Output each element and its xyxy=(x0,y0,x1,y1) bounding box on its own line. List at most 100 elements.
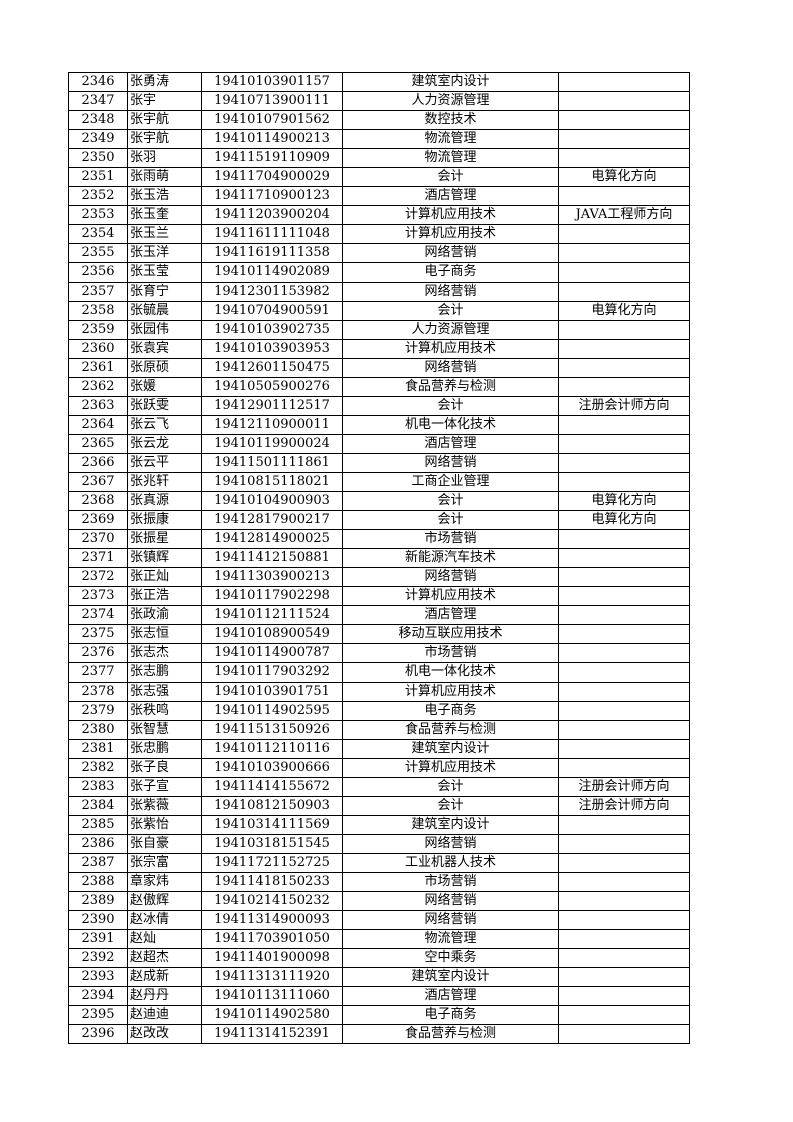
table-row: 2355 张玉洋 19411619111358 网络营销 xyxy=(68,243,690,264)
specialization-note-cell xyxy=(558,719,690,740)
student-id-cell: 19412901112517 xyxy=(201,395,343,416)
student-name-cell: 张真源 xyxy=(127,491,202,512)
specialization-note-cell xyxy=(558,1005,690,1026)
major-cell: 网络营销 xyxy=(342,891,559,912)
row-number-cell: 2386 xyxy=(68,833,128,854)
student-name-cell: 张振康 xyxy=(127,510,202,531)
specialization-note-cell xyxy=(558,548,690,569)
student-id-cell: 19410103901157 xyxy=(201,71,343,93)
table-row: 2379 张秩鸣 19410114902595 电子商务 xyxy=(68,700,690,721)
student-name-cell: 赵迪迪 xyxy=(127,1005,202,1026)
student-id-cell: 19410114902089 xyxy=(201,262,343,283)
table-row: 2393 赵成新 19411313111920 建筑室内设计 xyxy=(68,967,690,988)
major-cell: 会计 xyxy=(342,510,559,531)
student-name-cell: 张玉浩 xyxy=(127,186,202,207)
student-id-cell: 19411501111861 xyxy=(201,452,343,473)
student-id-cell: 19410112110116 xyxy=(201,738,343,759)
major-cell: 计算机应用技术 xyxy=(342,586,559,607)
row-number-cell: 2376 xyxy=(68,643,128,664)
major-cell: 网络营销 xyxy=(342,243,559,264)
row-number-cell: 2378 xyxy=(68,681,128,702)
table-row: 2363 张跃雯 19412901112517 会计 注册会计师方向 xyxy=(68,395,690,416)
student-id-cell: 19411710900123 xyxy=(201,186,343,207)
table-row: 2358 张毓晨 19410704900591 会计 电算化方向 xyxy=(68,300,690,321)
student-name-cell: 赵冰倩 xyxy=(127,910,202,931)
specialization-note-cell xyxy=(558,643,690,664)
specialization-note-cell xyxy=(558,986,690,1007)
specialization-note-cell xyxy=(558,224,690,245)
row-number-cell: 2396 xyxy=(68,1024,128,1045)
major-cell: 网络营销 xyxy=(342,357,559,378)
specialization-note-cell xyxy=(558,414,690,435)
major-cell: 建筑室内设计 xyxy=(342,71,559,93)
row-number-cell: 2347 xyxy=(68,91,128,112)
row-number-cell: 2351 xyxy=(68,167,128,188)
specialization-note-cell: 注册会计师方向 xyxy=(558,795,690,816)
major-cell: 人力资源管理 xyxy=(342,319,559,340)
student-id-cell: 19410108900549 xyxy=(201,624,343,645)
student-id-cell: 19410114900213 xyxy=(201,129,343,150)
student-id-cell: 19411619111358 xyxy=(201,243,343,264)
specialization-note-cell xyxy=(558,91,690,112)
student-id-cell: 19412110900011 xyxy=(201,414,343,435)
row-number-cell: 2350 xyxy=(68,148,128,169)
row-number-cell: 2382 xyxy=(68,757,128,778)
major-cell: 会计 xyxy=(342,167,559,188)
table-row: 2349 张宇航 19410114900213 物流管理 xyxy=(68,129,690,150)
student-id-cell: 19410318151545 xyxy=(201,833,343,854)
student-id-cell: 19410103903953 xyxy=(201,338,343,359)
table-row: 2362 张媛 19410505900276 食品营养与检测 xyxy=(68,376,690,397)
table-row: 2389 赵傲辉 19410214150232 网络营销 xyxy=(68,891,690,912)
table-row: 2354 张玉兰 19411611111048 计算机应用技术 xyxy=(68,224,690,245)
table-row: 2377 张志鹏 19410117903292 机电一体化技术 xyxy=(68,662,690,683)
table-row: 2380 张智慧 19411513150926 食品营养与检测 xyxy=(68,719,690,740)
major-cell: 市场营销 xyxy=(342,871,559,893)
table-row: 2386 张自豪 19410318151545 网络营销 xyxy=(68,833,690,854)
row-number-cell: 2380 xyxy=(68,719,128,740)
row-number-cell: 2361 xyxy=(68,357,128,378)
student-name-cell: 张志杰 xyxy=(127,643,202,664)
table-row: 2364 张云飞 19412110900011 机电一体化技术 xyxy=(68,414,690,435)
row-number-cell: 2366 xyxy=(68,452,128,473)
student-name-cell: 张子宣 xyxy=(127,776,202,797)
student-name-cell: 张宇航 xyxy=(127,129,202,150)
specialization-note-cell xyxy=(558,662,690,683)
row-number-cell: 2377 xyxy=(68,662,128,683)
row-number-cell: 2362 xyxy=(68,376,128,397)
specialization-note-cell xyxy=(558,319,690,340)
specialization-note-cell: JAVA工程师方向 xyxy=(558,205,690,226)
specialization-note-cell xyxy=(558,833,690,854)
major-cell: 市场营销 xyxy=(342,529,559,550)
table-row: 2367 张兆轩 19410815118021 工商企业管理 xyxy=(68,471,690,493)
student-table: 2346 张勇涛 19410103901157 建筑室内设计 2347 张宇 1941071… xyxy=(68,71,690,1045)
major-cell: 会计 xyxy=(342,795,559,816)
table-row: 2383 张子宣 19411414155672 会计 注册会计师方向 xyxy=(68,776,690,797)
row-number-cell: 2369 xyxy=(68,510,128,531)
table-row: 2387 张宗富 19411721152725 工业机器人技术 xyxy=(68,852,690,873)
student-id-cell: 19412814900025 xyxy=(201,529,343,550)
row-number-cell: 2391 xyxy=(68,929,128,950)
student-table-body: 2346 张勇涛 19410103901157 建筑室内设计 2347 张宇 1941071… xyxy=(68,71,690,1045)
specialization-note-cell xyxy=(558,624,690,645)
table-row: 2352 张玉浩 19411710900123 酒店管理 xyxy=(68,186,690,207)
student-name-cell: 张玉奎 xyxy=(127,205,202,226)
table-row: 2353 张玉奎 19411203900204 计算机应用技术 JAVA工程师方向 xyxy=(68,205,690,226)
student-id-cell: 19410103900666 xyxy=(201,757,343,778)
student-id-cell: 19410103902735 xyxy=(201,319,343,340)
table-row: 2385 张紫怡 19410314111569 建筑室内设计 xyxy=(68,814,690,835)
specialization-note-cell: 电算化方向 xyxy=(558,167,690,188)
table-row: 2374 张政渝 19410112111524 酒店管理 xyxy=(68,605,690,626)
table-row: 2381 张忠鹏 19410112110116 建筑室内设计 xyxy=(68,738,690,759)
row-number-cell: 2383 xyxy=(68,776,128,797)
major-cell: 空中乘务 xyxy=(342,948,559,969)
row-number-cell: 2353 xyxy=(68,205,128,226)
student-id-cell: 19411414155672 xyxy=(201,776,343,797)
row-number-cell: 2367 xyxy=(68,471,128,493)
specialization-note-cell xyxy=(558,1024,690,1045)
student-id-cell: 19411418150233 xyxy=(201,871,343,893)
table-row: 2346 张勇涛 19410103901157 建筑室内设计 xyxy=(68,71,690,93)
student-name-cell: 张兆轩 xyxy=(127,471,202,493)
major-cell: 网络营销 xyxy=(342,910,559,931)
major-cell: 物流管理 xyxy=(342,148,559,169)
major-cell: 网络营销 xyxy=(342,281,559,302)
